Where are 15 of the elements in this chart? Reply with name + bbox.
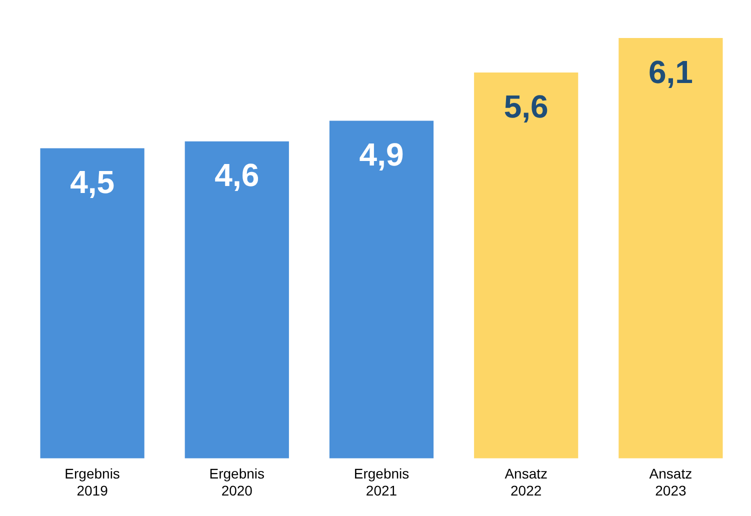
- bar: [184, 141, 289, 458]
- bar: [40, 148, 144, 458]
- data-label: 4,9: [359, 136, 404, 173]
- data-label: 4,6: [214, 157, 260, 194]
- x-tick-label: Ansatz 2022: [504, 466, 548, 498]
- x-tick-label: Ansatz 2023: [649, 466, 692, 498]
- bar: [329, 120, 434, 458]
- x-tick-label: Ergebnis 2019: [64, 466, 120, 498]
- bar: [474, 72, 578, 458]
- data-label: 4,5: [70, 164, 115, 200]
- bar: [618, 38, 723, 458]
- x-tick-label: Ergebnis 2020: [209, 466, 265, 498]
- data-label: 5,6: [504, 88, 548, 124]
- x-tick-label: Ergebnis 2021: [354, 466, 410, 498]
- data-label: 6,1: [648, 54, 693, 90]
